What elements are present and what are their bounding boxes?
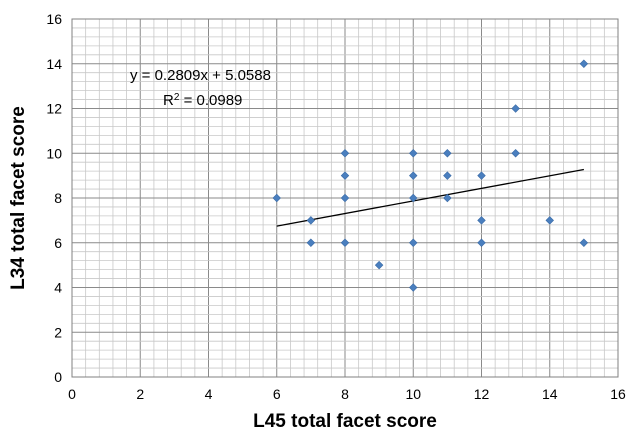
data-point	[443, 149, 452, 158]
data-point	[545, 216, 554, 225]
y-tick-label: 8	[54, 190, 62, 206]
data-point	[579, 238, 589, 247]
data-point	[477, 216, 486, 225]
data-point	[409, 238, 418, 247]
data-point	[443, 171, 452, 180]
y-tick-label: 14	[46, 56, 62, 72]
data-point	[409, 193, 418, 203]
plot-area-frame	[71, 18, 619, 378]
data-point	[579, 59, 589, 68]
y-tick-label: 6	[54, 235, 62, 251]
data-point	[477, 171, 486, 180]
y-tick-label: 0	[54, 369, 62, 385]
data-point	[306, 216, 316, 225]
data-point	[409, 149, 418, 158]
data-point	[409, 283, 418, 292]
tick-labels: 0 2 4 6 8 10 12 14 16 0 2 4 6 8 10 12 14 16	[46, 11, 626, 402]
r-squared-prefix: R	[163, 92, 174, 109]
x-tick-label: 0	[68, 386, 76, 402]
grid	[71, 18, 619, 378]
r-squared-value: = 0.0989	[179, 92, 242, 109]
data-point	[340, 193, 350, 203]
x-tick-label: 12	[474, 386, 490, 402]
x-tick-label: 2	[136, 386, 144, 402]
data-point	[511, 149, 520, 158]
data-point	[477, 238, 486, 247]
trendline	[276, 168, 584, 227]
y-tick-label: 2	[54, 324, 62, 340]
data-point	[409, 171, 418, 180]
data-points	[272, 59, 589, 292]
y-tick-label: 16	[46, 11, 62, 27]
data-point	[306, 238, 316, 247]
x-tick-label: 4	[205, 386, 213, 402]
r-squared-superscript: 2	[174, 92, 180, 103]
data-point	[272, 193, 281, 203]
y-tick-label: 12	[46, 101, 62, 117]
y-axis-title: L34 total facet score	[8, 106, 29, 290]
data-point	[374, 260, 384, 270]
data-point	[340, 149, 350, 158]
data-point	[340, 171, 350, 180]
x-tick-label: 14	[542, 386, 558, 402]
data-point	[511, 104, 520, 113]
data-point	[443, 193, 452, 203]
data-point	[340, 238, 350, 247]
y-tick-label: 4	[54, 280, 62, 296]
trendline-equation: y = 0.2809x + 5.0588	[130, 67, 271, 84]
y-tick-label: 10	[46, 145, 62, 161]
r-squared-label: R2 = 0.0989	[163, 92, 242, 110]
x-tick-label: 16	[610, 386, 626, 402]
x-tick-label: 10	[405, 386, 421, 402]
x-tick-label: 8	[341, 386, 349, 402]
x-axis-title: L45 total facet score	[253, 411, 437, 432]
x-tick-label: 6	[273, 386, 281, 402]
